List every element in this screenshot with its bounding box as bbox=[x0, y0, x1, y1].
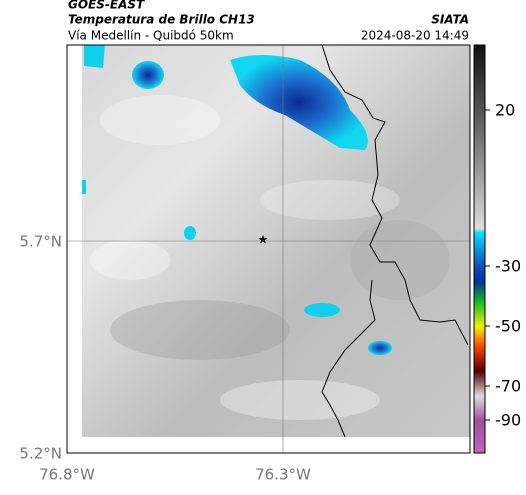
colorbar-label: -90 bbox=[495, 411, 521, 430]
cold-cloud bbox=[132, 61, 164, 89]
cold-cloud bbox=[368, 341, 392, 355]
subtitle: Vía Medellín - Quibdó 50km bbox=[68, 29, 234, 43]
map: ★ bbox=[66, 44, 471, 454]
timestamp: 2024-08-20 14:49 bbox=[361, 29, 469, 43]
lon-label: 76.3°W bbox=[255, 466, 311, 484]
colorbar-label: -50 bbox=[495, 317, 521, 336]
colorbar-ticks: 20 -30 -50 -70 -90 bbox=[485, 101, 521, 430]
cold-cloud bbox=[184, 226, 196, 240]
lat-label: 5.7°N bbox=[19, 233, 62, 251]
colorbar bbox=[473, 44, 486, 454]
satellite: GOES-EAST bbox=[68, 0, 145, 12]
colorbar-label: 20 bbox=[495, 101, 515, 120]
lon-label: 76.8°W bbox=[39, 466, 95, 484]
lat-label: 5.2°N bbox=[19, 445, 62, 463]
colorbar-label: -70 bbox=[495, 377, 521, 396]
cold-cloud bbox=[304, 303, 340, 317]
title: Temperatura de Brillo CH13 bbox=[68, 13, 255, 27]
cold-cloud bbox=[230, 55, 368, 150]
frame bbox=[66, 44, 471, 454]
cloud-texture bbox=[90, 95, 450, 420]
city-marker: ★ bbox=[258, 233, 269, 247]
border bbox=[321, 44, 469, 438]
cold-cloud bbox=[82, 180, 86, 194]
cold-cloud bbox=[84, 45, 105, 68]
colorbar-label: -30 bbox=[495, 257, 521, 276]
source: SIATA bbox=[431, 13, 469, 27]
